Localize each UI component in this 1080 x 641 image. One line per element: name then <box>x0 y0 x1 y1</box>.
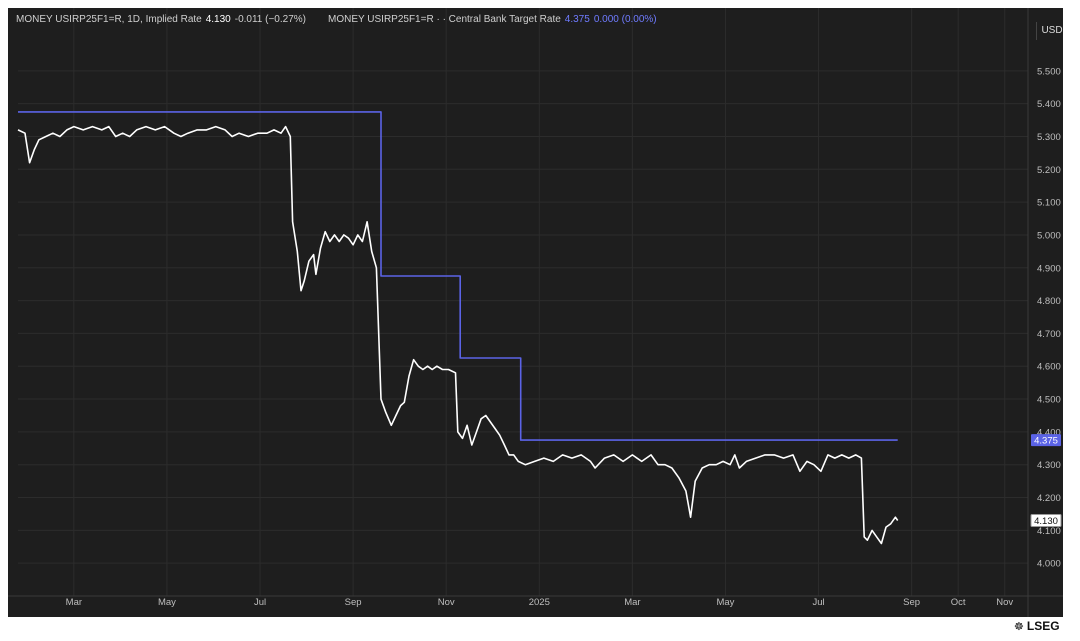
y-tick-label: 4.200 <box>1037 493 1061 504</box>
x-tick-label: Nov <box>996 597 1013 608</box>
x-tick-label: Nov <box>438 597 455 608</box>
brand-name: LSEG <box>1026 619 1060 633</box>
x-tick-label: Sep <box>903 597 920 608</box>
y-tick-label: 4.600 <box>1037 362 1061 373</box>
y-tick-label: 5.300 <box>1037 132 1061 143</box>
legend-series2-change: 0.000 (0.00%) <box>593 14 657 25</box>
currency-button[interactable]: USD <box>1036 22 1063 40</box>
y-tick-label: 5.100 <box>1037 198 1061 209</box>
seal-icon: ☸ <box>1014 620 1024 633</box>
y-tick-label: 4.300 <box>1037 460 1061 471</box>
top-margin <box>0 0 1080 8</box>
chart-legend: MONEY USIRP25F1=R, 1D, Implied Rate 4.13… <box>16 14 657 30</box>
x-tick-label: Mar <box>624 597 640 608</box>
y-tick-label: 4.000 <box>1037 559 1061 570</box>
grid-layer <box>18 8 1028 596</box>
last-value-labels: 4.375 4.130 <box>1030 434 1062 528</box>
y-tick-label: 4.900 <box>1037 263 1061 274</box>
x-tick-label: May <box>716 597 734 608</box>
y-tick-label: 4.400 <box>1037 427 1061 438</box>
x-tick-label: May <box>158 597 176 608</box>
y-tick-label: 4.100 <box>1037 526 1061 537</box>
legend-series2-symbol: MONEY USIRP25F1=R · · Central Bank Targe… <box>328 14 561 25</box>
bottom-margin <box>0 617 1080 641</box>
legend-series1-symbol: MONEY USIRP25F1=R, 1D, Implied Rate <box>16 14 202 25</box>
x-tick-label: Sep <box>345 597 362 608</box>
x-tick-label: Jul <box>812 597 824 608</box>
x-tick-label: Oct <box>951 597 966 608</box>
y-tick-label: 5.000 <box>1037 230 1061 241</box>
target-rate-last-label: 4.375 <box>1034 436 1058 447</box>
y-tick-label: 4.800 <box>1037 296 1061 307</box>
implied-rate-last-label-box <box>1030 514 1062 528</box>
y-tick-label: 5.400 <box>1037 99 1061 110</box>
series-layer <box>17 111 899 545</box>
x-tick-label: 2025 <box>529 597 550 608</box>
brand-logo: ☸ LSEG <box>1014 617 1060 635</box>
implied-rate-line <box>17 125 899 545</box>
chart-canvas[interactable]: 5.500 5.400 5.300 5.200 5.100 5.000 4.900 4.800… <box>8 8 1063 617</box>
legend-series2-value: 4.375 <box>564 14 590 25</box>
y-tick-label: 5.500 <box>1037 66 1061 77</box>
y-tick-label: 4.700 <box>1037 329 1061 340</box>
y-tick-label: 4.500 <box>1037 395 1061 406</box>
x-tick-label: Mar <box>66 597 82 608</box>
legend-series1-value: 4.130 <box>205 14 231 25</box>
target-rate-last-label-box <box>1031 434 1061 447</box>
implied-rate-last-label: 4.130 <box>1034 516 1058 527</box>
target-rate-line <box>18 111 898 441</box>
legend-series1-change: -0.011 (−0.27%) <box>234 14 306 25</box>
chart-panel[interactable]: 5.500 5.400 5.300 5.200 5.100 5.000 4.900 4.800… <box>8 8 1063 617</box>
y-tick-label: 5.200 <box>1037 165 1061 176</box>
axis-layer: 5.500 5.400 5.300 5.200 5.100 5.000 4.900 4.800… <box>8 8 1063 617</box>
x-tick-label: Jul <box>254 597 266 608</box>
